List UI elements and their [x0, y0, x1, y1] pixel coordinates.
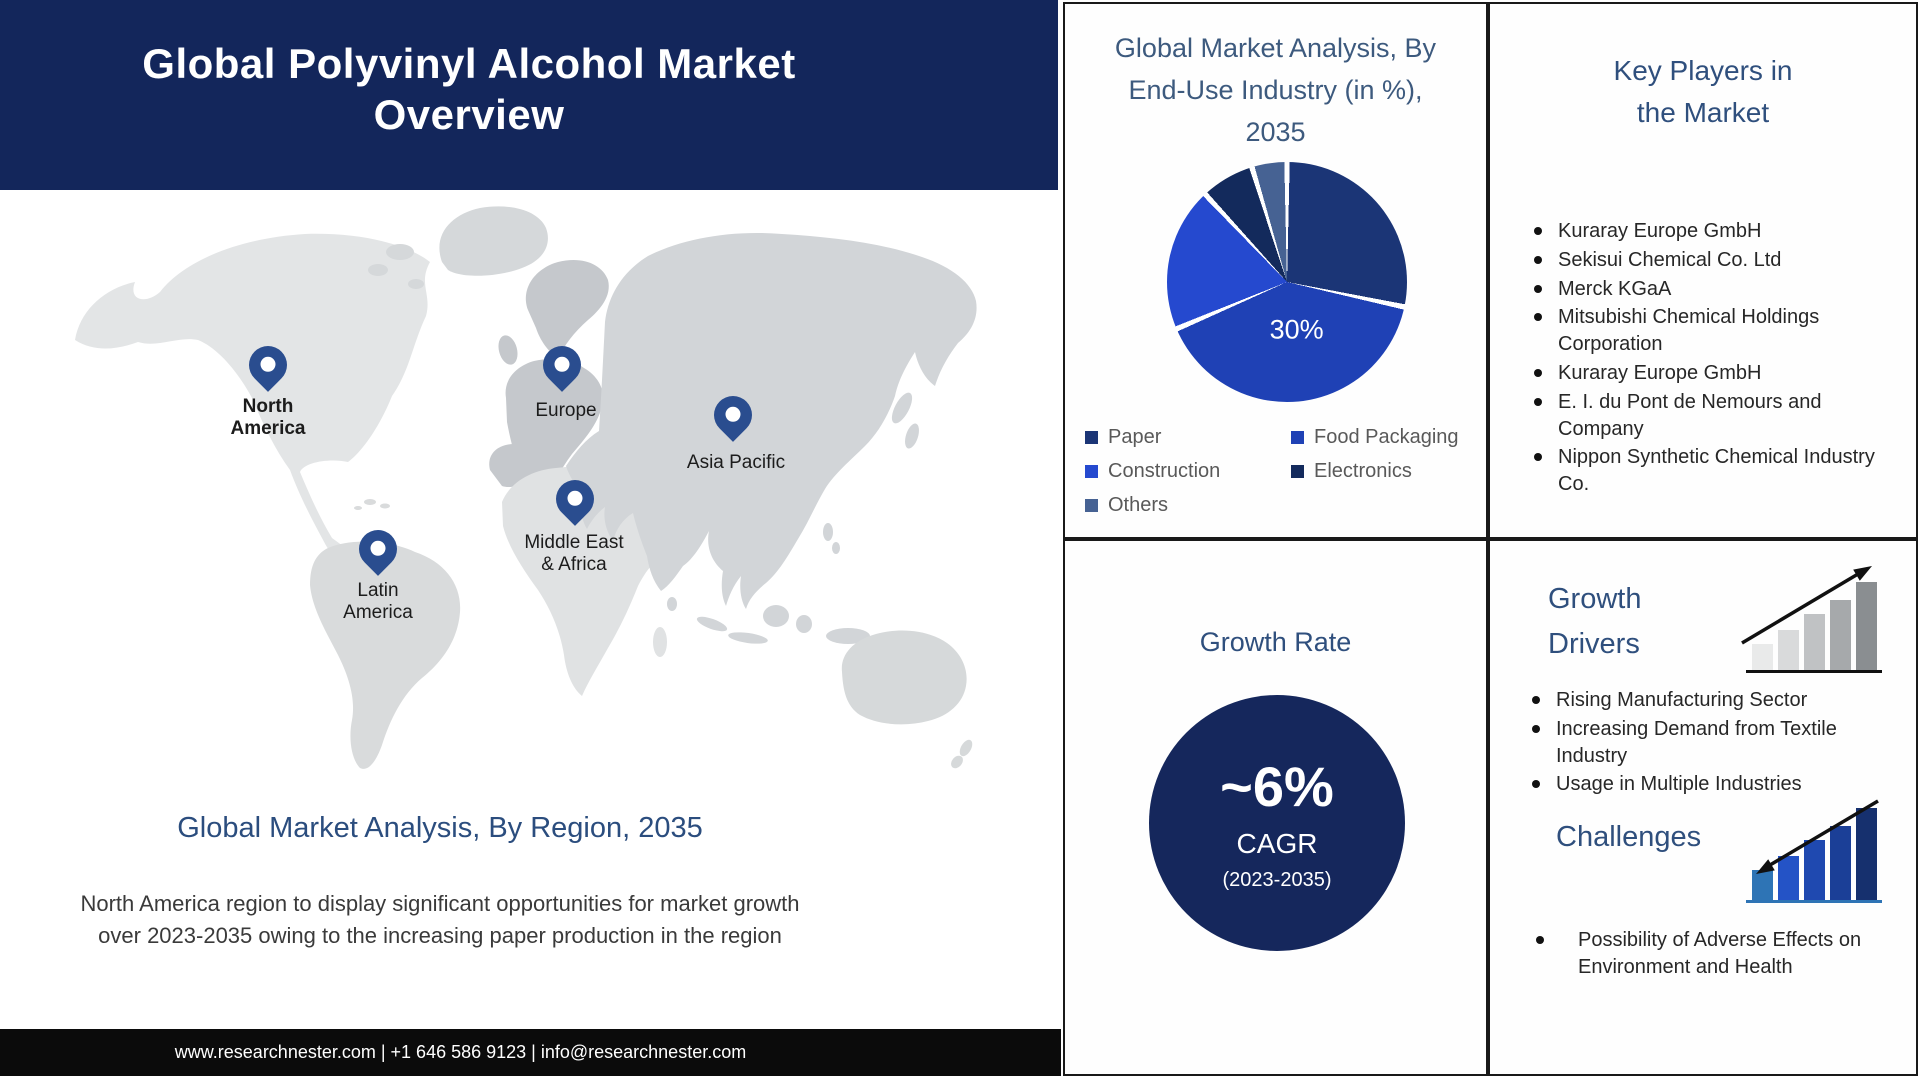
declining-risk-bar-chart-icon — [1738, 791, 1888, 903]
legend-label: Others — [1108, 494, 1169, 516]
map-label-europe: Europe — [535, 400, 597, 421]
world-map-region — [60, 200, 980, 775]
legend-item-others: Others — [1085, 494, 1291, 517]
legend-item-construction: Construction — [1085, 460, 1291, 483]
legend-label: Electronics — [1314, 460, 1412, 482]
header-banner: Global Polyvinyl Alcohol Market Overview — [0, 0, 1058, 190]
legend-label: Food Packaging — [1314, 426, 1459, 448]
bar-chart-bars — [1746, 804, 1882, 903]
cagr-period: (2023-2035) — [1222, 869, 1332, 891]
legend-item-paper: Paper — [1085, 426, 1291, 449]
key-players-list: Kuraray Europe GmbH Sekisui Chemical Co.… — [1532, 218, 1882, 500]
down-trend-arrow-icon — [1756, 799, 1879, 874]
page-title-line2: Overview — [373, 91, 565, 139]
key-player-item: E. I. du Pont de Nemours and Company — [1532, 389, 1882, 443]
page-title: Global Polyvinyl Alcohol Market Overview — [0, 0, 1058, 140]
legend-swatch-icon — [1291, 431, 1304, 444]
growth-drivers-list: Rising Manufacturing Sector Increasing D… — [1530, 687, 1912, 800]
key-players-panel: Key Players in the Market Kuraray Europe… — [1488, 2, 1918, 539]
end-use-pie-chart: 30% — [1167, 162, 1407, 402]
pie-data-label: 30% — [1269, 314, 1324, 345]
key-player-item: Kuraray Europe GmbH — [1532, 360, 1882, 387]
legend-swatch-icon — [1085, 499, 1098, 512]
pie-chart-title: Global Market Analysis, By End-Use Indus… — [1114, 33, 1437, 147]
growth-rate-badge: ~6% CAGR (2023-2035) — [1149, 695, 1405, 951]
legend-label: Paper — [1108, 426, 1162, 448]
legend-item-food-packaging: Food Packaging — [1291, 426, 1475, 449]
legend-swatch-icon — [1291, 465, 1304, 478]
growth-driver-item: Increasing Demand from Textile Industry — [1530, 716, 1912, 770]
growth-rate-heading: Growth Rate — [1199, 627, 1352, 657]
map-label-middle-east-africa: Middle East & Africa — [524, 532, 624, 576]
map-label-asia-pacific: Asia Pacific — [686, 452, 786, 473]
challenge-item: Possibility of Adverse Effects on Enviro… — [1530, 927, 1862, 981]
key-player-item: Sekisui Chemical Co. Ltd — [1532, 247, 1882, 274]
legend-swatch-icon — [1085, 465, 1098, 478]
key-player-item: Mitsubishi Chemical Holdings Corporation — [1532, 304, 1882, 358]
growth-driver-item: Rising Manufacturing Sector — [1530, 687, 1912, 714]
footer-contact-bar: www.researchnester.com | +1 646 586 9123… — [0, 1029, 1061, 1076]
page-title-line1: Global Polyvinyl Alcohol Market — [142, 40, 796, 87]
cagr-label: CAGR — [1236, 828, 1318, 859]
key-player-item: Merck KGaA — [1532, 276, 1882, 303]
challenges-heading: Challenges — [1556, 821, 1702, 853]
end-use-chart-panel: Global Market Analysis, By End-Use Indus… — [1063, 2, 1488, 539]
rising-bar-chart-icon — [1738, 561, 1888, 673]
region-analysis-heading: Global Market Analysis, By Region, 2035 — [177, 812, 703, 844]
growth-drivers-heading: Growth Drivers — [1548, 583, 1642, 660]
growth-drivers-panel: Growth Drivers Rising Manufacturing Sect… — [1488, 539, 1918, 1076]
map-label-north-america: North America — [230, 396, 306, 440]
pie-legend: Paper Food Packaging Construction Electr… — [1085, 426, 1475, 517]
legend-item-electronics: Electronics — [1291, 460, 1475, 483]
key-players-heading: Key Players in the Market — [1613, 55, 1793, 128]
bar-chart-bars — [1746, 574, 1882, 673]
legend-label: Construction — [1108, 460, 1221, 482]
region-analysis-note: North America region to display signific… — [80, 891, 800, 948]
up-trend-arrow-icon — [1741, 566, 1872, 645]
world-map — [75, 206, 977, 769]
challenges-list: Possibility of Adverse Effects on Enviro… — [1530, 927, 1862, 983]
footer-contact-text: www.researchnester.com | +1 646 586 9123… — [174, 1042, 747, 1062]
map-label-latin-america: Latin America — [343, 580, 413, 624]
key-player-item: Kuraray Europe GmbH — [1532, 218, 1882, 245]
growth-driver-item: Usage in Multiple Industries — [1530, 771, 1912, 798]
legend-swatch-icon — [1085, 431, 1098, 444]
growth-rate-panel: Growth Rate ~6% CAGR (2023-2035) — [1063, 539, 1488, 1076]
cagr-value: ~6% — [1220, 755, 1334, 818]
key-player-item: Nippon Synthetic Chemical Industry Co. — [1532, 444, 1882, 498]
